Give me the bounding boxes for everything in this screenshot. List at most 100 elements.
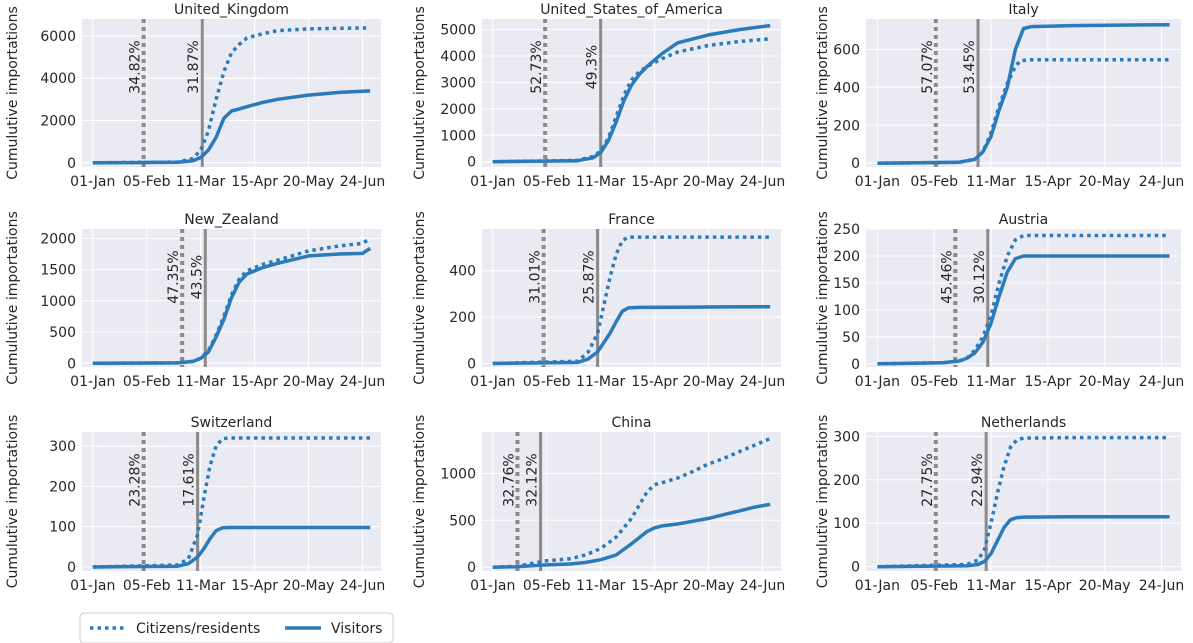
x-tick-label: 20-May bbox=[1079, 374, 1131, 390]
x-tick-label: 15-Apr bbox=[1024, 578, 1071, 594]
panel-new-zealand: 01-Jan 05-Feb 11-Mar 15-Apr 20-May 24-Jun 0 500… bbox=[5, 211, 385, 390]
x-tick-label: 05-Feb bbox=[910, 174, 958, 190]
panel-netherlands: 01-Jan 05-Feb 11-Mar 15-Apr 20-May 24-Jun 0 100… bbox=[815, 415, 1184, 594]
x-tick-label: 20-May bbox=[683, 374, 735, 390]
panel-title: New_Zealand bbox=[184, 212, 279, 228]
x-tick-label: 11-Mar bbox=[176, 374, 226, 390]
x-tick-label: 20-May bbox=[283, 374, 335, 390]
series-line-visitors bbox=[877, 22, 1170, 165]
panel-title: Italy bbox=[1008, 2, 1038, 18]
x-tick-label: 01-Jan bbox=[70, 374, 115, 390]
x-tick-label: 20-May bbox=[1079, 578, 1131, 594]
y-tick-label: 300 bbox=[833, 429, 860, 445]
x-tick-label: 11-Mar bbox=[966, 374, 1016, 390]
y-tick-label: 0 bbox=[67, 156, 76, 172]
vline-label: 31.87% bbox=[186, 40, 202, 93]
y-tick-label: 4000 bbox=[440, 49, 476, 65]
vline-label: 34.82% bbox=[128, 40, 144, 93]
y-tick-label: 400 bbox=[449, 264, 476, 280]
x-tick-label: 24-Jun bbox=[740, 374, 786, 390]
panel-title: Austria bbox=[999, 212, 1048, 228]
y-tick-label: 1500 bbox=[40, 263, 76, 279]
x-tick-label: 15-Apr bbox=[631, 174, 678, 190]
legend: Citizens/residents Visitors bbox=[79, 612, 394, 643]
panel-title: China bbox=[612, 415, 652, 431]
x-tick-label: 05-Feb bbox=[910, 578, 958, 594]
x-tick-label: 24-Jun bbox=[340, 578, 386, 594]
panel-title: Switzerland bbox=[191, 415, 273, 431]
y-tick-label: 0 bbox=[67, 356, 76, 372]
x-tick-label: 20-May bbox=[283, 174, 335, 190]
y-tick-label: 2000 bbox=[40, 113, 76, 129]
series-line-visitors bbox=[92, 525, 371, 569]
y-tick-label: 2000 bbox=[40, 231, 76, 247]
vline-label: 57.07% bbox=[920, 40, 936, 93]
vline-label: 32.12% bbox=[525, 453, 541, 506]
x-tick-label: 15-Apr bbox=[231, 174, 278, 190]
series-line-visitors bbox=[877, 254, 1170, 366]
plot-area bbox=[482, 19, 781, 167]
y-tick-label: 50 bbox=[842, 330, 860, 346]
vline-label: 27.75% bbox=[920, 453, 936, 506]
y-tick-label: 100 bbox=[833, 303, 860, 319]
vline-label: 25.87% bbox=[582, 250, 598, 303]
y-tick-label: 600 bbox=[833, 42, 860, 58]
y-tick-label: 1000 bbox=[440, 128, 476, 144]
vline-label: 17.61% bbox=[182, 453, 198, 506]
x-tick-label: 24-Jun bbox=[1139, 578, 1185, 594]
panel-switzerland: 01-Jan 05-Feb 11-Mar 15-Apr 20-May 24-Jun 0 100… bbox=[5, 415, 385, 594]
y-tick-label: 500 bbox=[449, 513, 476, 529]
x-tick-label: 11-Mar bbox=[966, 578, 1016, 594]
y-tick-label: 100 bbox=[833, 516, 860, 532]
y-tick-label: 200 bbox=[833, 249, 860, 265]
y-axis-label: Cumulutive importations bbox=[815, 415, 831, 589]
y-tick-label: 5000 bbox=[440, 23, 476, 39]
y-tick-label: 200 bbox=[833, 118, 860, 134]
x-tick-label: 20-May bbox=[683, 174, 735, 190]
x-tick-label: 24-Jun bbox=[340, 174, 386, 190]
y-axis-label: Cumulutive importations bbox=[815, 211, 831, 385]
y-tick-label: 0 bbox=[467, 357, 476, 373]
x-tick-label: 11-Mar bbox=[576, 374, 626, 390]
vline-label: 31.01% bbox=[528, 250, 544, 303]
y-axis-label: Cumulutive importations bbox=[5, 6, 21, 180]
x-tick-label: 15-Apr bbox=[231, 374, 278, 390]
vline-label: 22.94% bbox=[970, 453, 986, 506]
x-tick-label: 20-May bbox=[283, 578, 335, 594]
panel-united-kingdom: 01-Jan 05-Feb 11-Mar 15-Apr 20-May 24-Jun 0 200… bbox=[5, 2, 385, 190]
panel-title: United_Kingdom bbox=[174, 2, 289, 18]
panel-austria: 01-Jan 05-Feb 11-Mar 15-Apr 20-May 24-Jun 0 50 1… bbox=[815, 211, 1184, 390]
series-line-citizens bbox=[492, 436, 771, 569]
y-tick-label: 100 bbox=[49, 520, 76, 536]
x-tick-label: 05-Feb bbox=[123, 374, 171, 390]
x-tick-label: 24-Jun bbox=[1139, 374, 1185, 390]
x-tick-label: 01-Jan bbox=[855, 374, 900, 390]
vline-label: 30.12% bbox=[972, 250, 988, 303]
y-axis-label: Cumulutive importations bbox=[412, 211, 428, 385]
y-tick-label: 200 bbox=[49, 479, 76, 495]
y-tick-label: 0 bbox=[851, 156, 860, 172]
series-line-citizens bbox=[492, 37, 771, 164]
x-tick-label: 01-Jan bbox=[470, 174, 515, 190]
x-tick-label: 15-Apr bbox=[631, 374, 678, 390]
y-tick-label: 250 bbox=[833, 222, 860, 238]
series-line-citizens bbox=[92, 26, 371, 165]
y-axis-label: Cumulutive importations bbox=[815, 6, 831, 180]
x-tick-label: 05-Feb bbox=[523, 374, 571, 390]
x-tick-label: 11-Mar bbox=[576, 174, 626, 190]
legend-box bbox=[79, 612, 394, 643]
series-line-citizens bbox=[92, 436, 371, 569]
vline-label: 52.73% bbox=[529, 40, 545, 93]
x-tick-label: 01-Jan bbox=[470, 374, 515, 390]
y-tick-label: 3000 bbox=[440, 75, 476, 91]
legend-label-citizens: Citizens/residents bbox=[136, 621, 260, 637]
y-tick-label: 200 bbox=[449, 310, 476, 326]
x-tick-label: 15-Apr bbox=[1024, 174, 1071, 190]
y-tick-label: 400 bbox=[833, 80, 860, 96]
plot-area bbox=[482, 432, 781, 571]
panel-title: Netherlands bbox=[981, 415, 1066, 431]
vline-label: 45.46% bbox=[939, 250, 955, 303]
y-tick-label: 1000 bbox=[40, 294, 76, 310]
x-tick-label: 11-Mar bbox=[176, 174, 226, 190]
vline-label: 47.35% bbox=[166, 250, 182, 303]
